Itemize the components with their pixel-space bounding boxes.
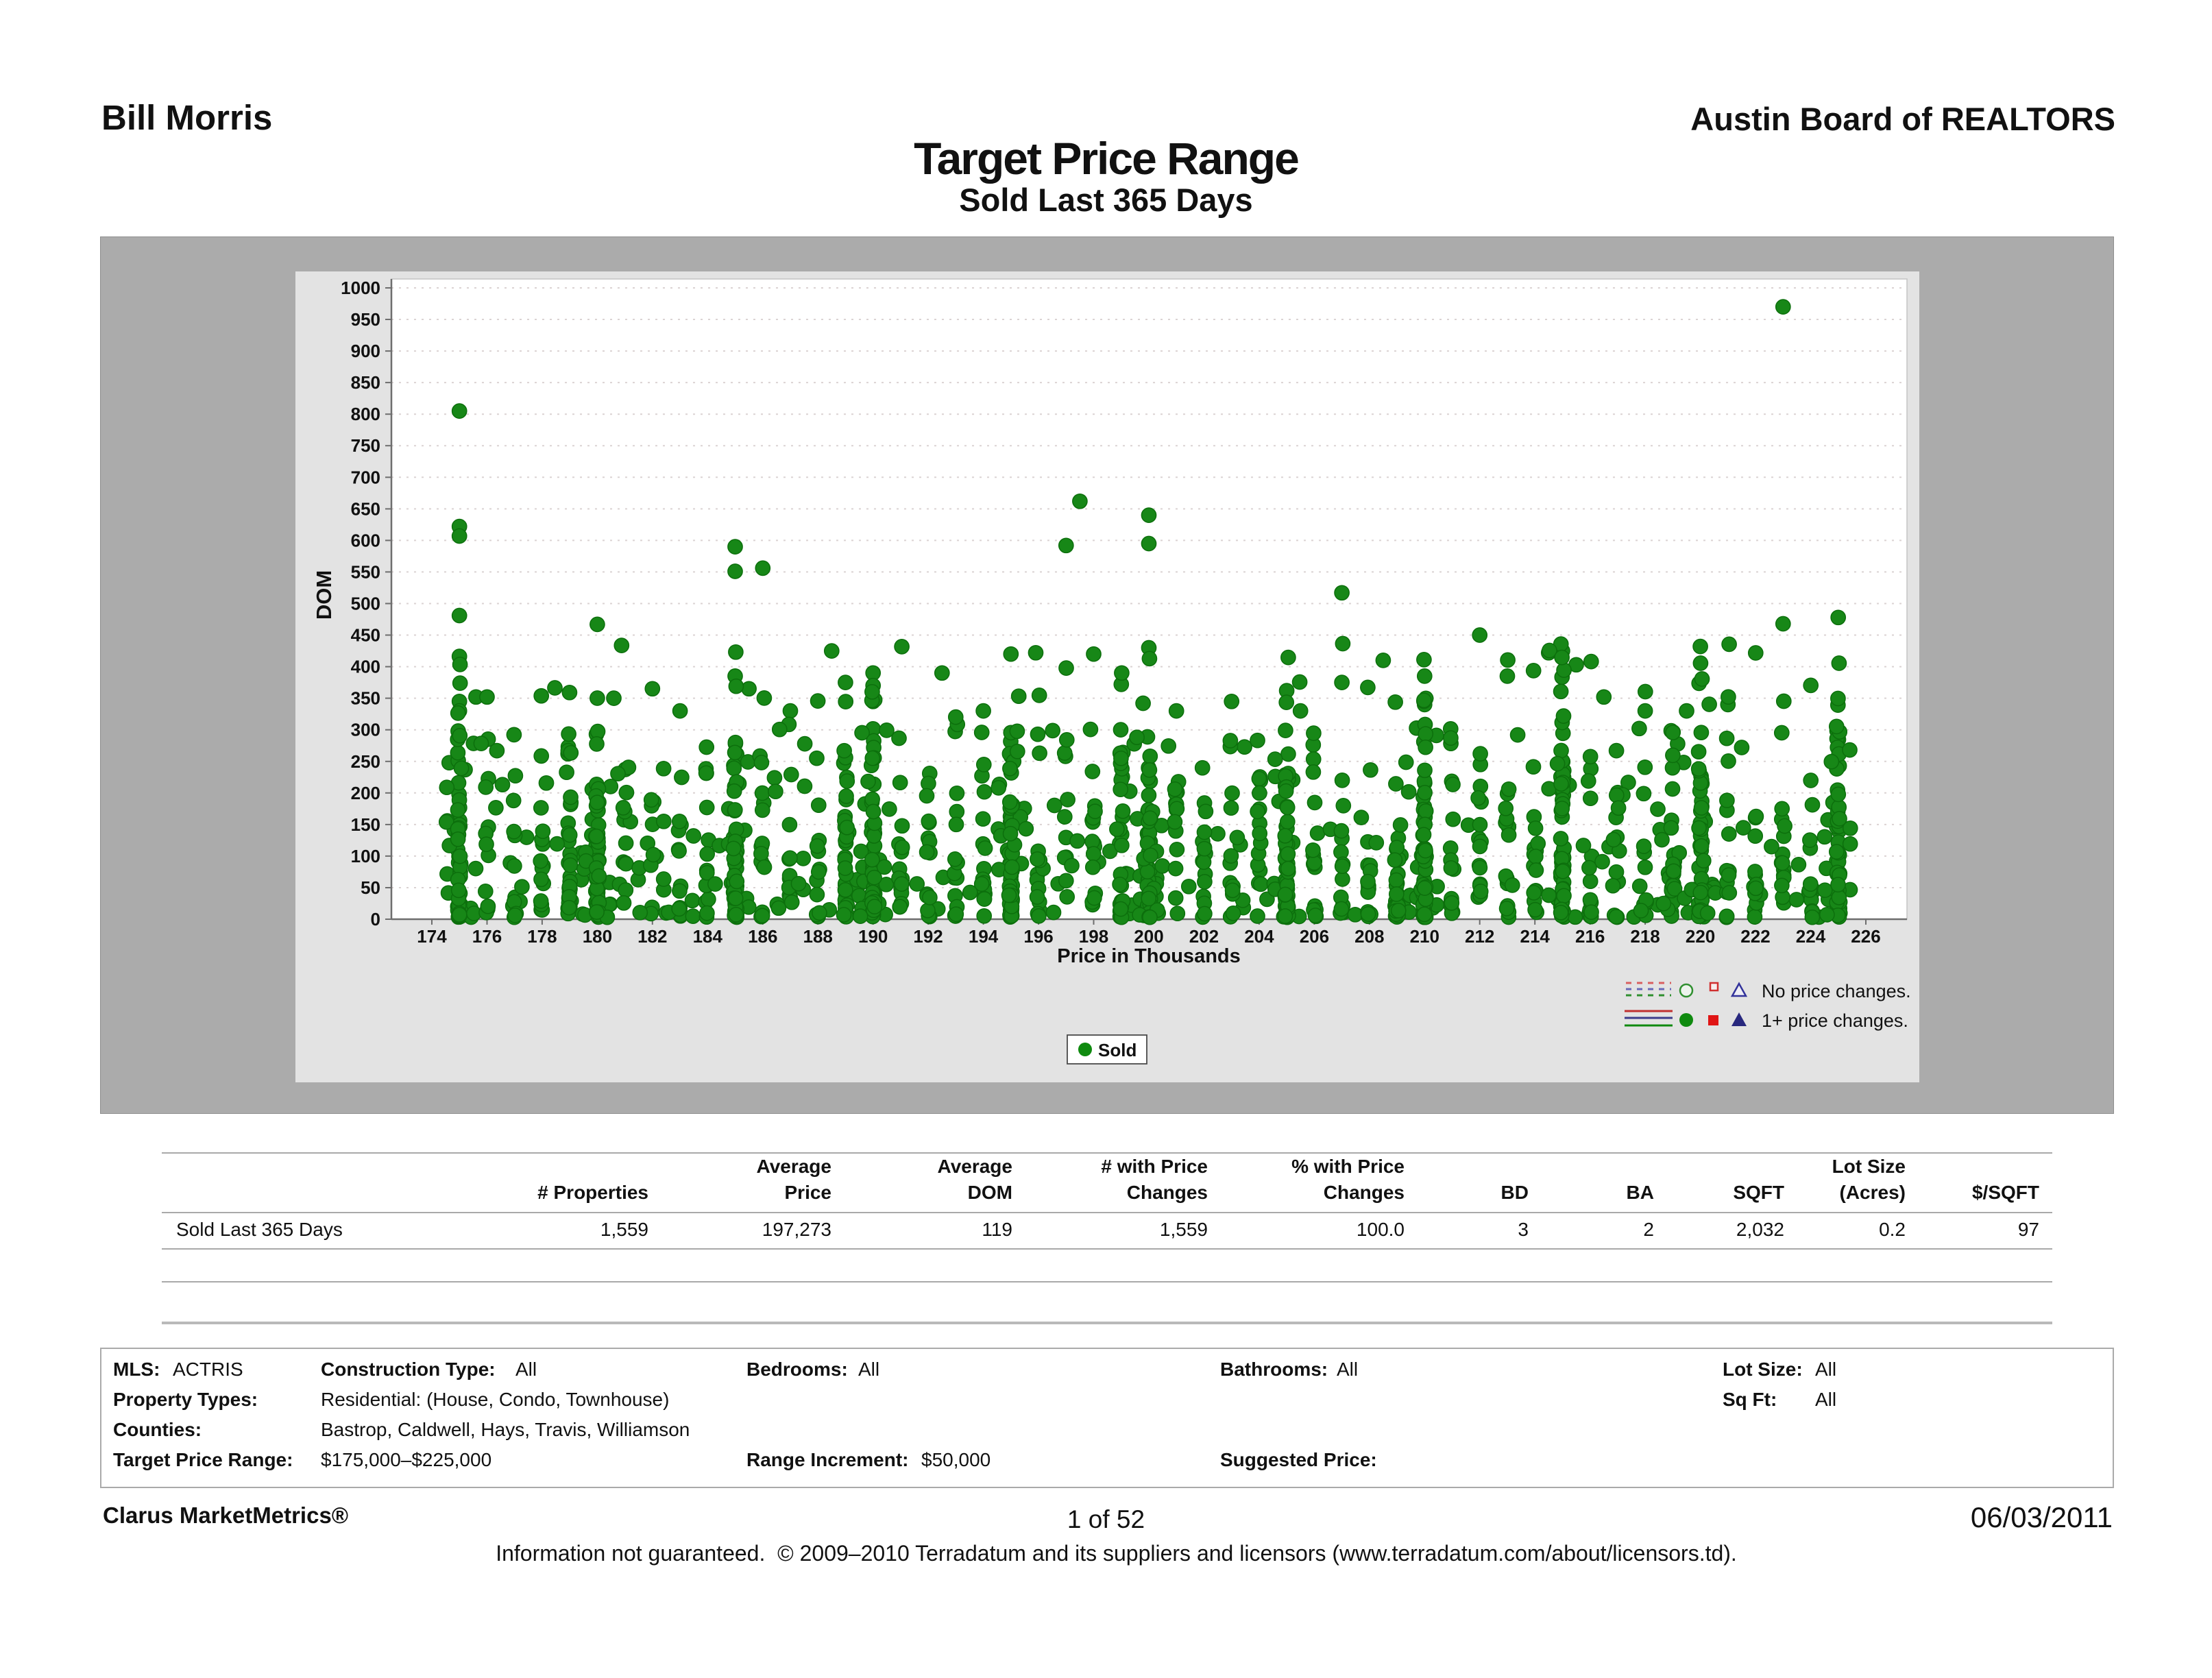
- svg-text:206: 206: [1300, 926, 1329, 947]
- svg-text:550: 550: [351, 561, 380, 582]
- svg-text:210: 210: [1410, 926, 1439, 947]
- svg-text:198: 198: [1079, 926, 1108, 947]
- svg-text:188: 188: [803, 926, 833, 947]
- svg-text:1000: 1000: [341, 278, 380, 298]
- svg-text:600: 600: [351, 530, 380, 550]
- svg-text:226: 226: [1851, 926, 1880, 947]
- svg-text:204: 204: [1244, 926, 1274, 947]
- svg-text:500: 500: [351, 594, 380, 614]
- svg-text:250: 250: [351, 751, 380, 772]
- svg-text:200: 200: [351, 783, 380, 803]
- svg-text:850: 850: [351, 372, 380, 393]
- svg-text:176: 176: [472, 926, 502, 947]
- svg-text:190: 190: [858, 926, 888, 947]
- svg-text:212: 212: [1465, 926, 1494, 947]
- svg-text:Price in Thousands: Price in Thousands: [1057, 945, 1241, 967]
- svg-text:184: 184: [693, 926, 723, 947]
- svg-text:222: 222: [1740, 926, 1770, 947]
- svg-text:192: 192: [913, 926, 943, 947]
- svg-text:224: 224: [1796, 926, 1826, 947]
- svg-text:No price changes.: No price changes.: [1762, 981, 1911, 1001]
- svg-text:800: 800: [351, 404, 380, 424]
- svg-text:196: 196: [1023, 926, 1053, 947]
- svg-text:0: 0: [371, 909, 380, 929]
- svg-text:186: 186: [748, 926, 777, 947]
- svg-text:700: 700: [351, 467, 380, 487]
- svg-text:650: 650: [351, 498, 380, 519]
- svg-text:50: 50: [361, 877, 380, 898]
- svg-text:194: 194: [969, 926, 999, 947]
- svg-text:400: 400: [351, 657, 380, 677]
- svg-text:200: 200: [1134, 926, 1163, 947]
- svg-text:750: 750: [351, 435, 380, 456]
- svg-text:174: 174: [417, 926, 447, 947]
- svg-text:202: 202: [1189, 926, 1219, 947]
- svg-text:178: 178: [527, 926, 557, 947]
- svg-text:208: 208: [1354, 926, 1384, 947]
- svg-text:216: 216: [1575, 926, 1605, 947]
- svg-text:1+ price changes.: 1+ price changes.: [1762, 1010, 1908, 1031]
- svg-text:182: 182: [637, 926, 667, 947]
- svg-text:900: 900: [351, 341, 380, 361]
- svg-text:450: 450: [351, 625, 380, 646]
- svg-text:350: 350: [351, 688, 380, 709]
- svg-text:DOM: DOM: [312, 570, 336, 620]
- svg-text:214: 214: [1520, 926, 1551, 947]
- svg-text:Sold: Sold: [1098, 1040, 1137, 1060]
- svg-text:100: 100: [351, 846, 380, 866]
- svg-text:950: 950: [351, 309, 380, 330]
- svg-text:300: 300: [351, 720, 380, 740]
- svg-text:150: 150: [351, 814, 380, 835]
- svg-text:218: 218: [1630, 926, 1660, 947]
- svg-text:220: 220: [1686, 926, 1715, 947]
- svg-text:180: 180: [583, 926, 612, 947]
